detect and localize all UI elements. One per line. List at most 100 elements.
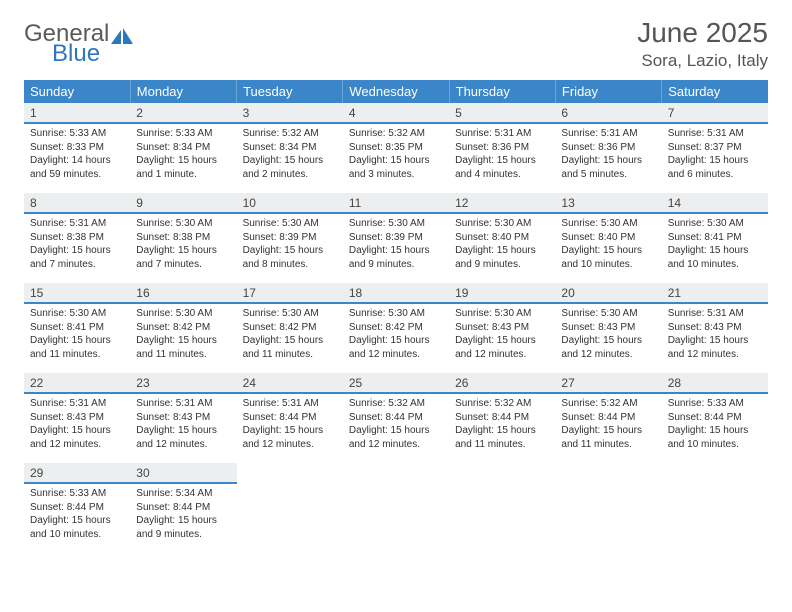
daylight-line: Daylight: 15 hours and 6 minutes. bbox=[668, 154, 762, 181]
sunrise-line: Sunrise: 5:33 AM bbox=[30, 487, 124, 501]
sunset-line: Sunset: 8:44 PM bbox=[30, 501, 124, 515]
sunset-line: Sunset: 8:38 PM bbox=[30, 231, 124, 245]
daylight-line: Daylight: 15 hours and 9 minutes. bbox=[455, 244, 549, 271]
sunset-line: Sunset: 8:44 PM bbox=[455, 411, 549, 425]
sunset-line: Sunset: 8:40 PM bbox=[455, 231, 549, 245]
day-number-cell: 26 bbox=[449, 373, 555, 393]
week-separator bbox=[24, 455, 768, 463]
day-body-cell: Sunrise: 5:31 AMSunset: 8:36 PMDaylight:… bbox=[449, 123, 555, 185]
sunset-line: Sunset: 8:33 PM bbox=[30, 141, 124, 155]
day-body-cell: Sunrise: 5:30 AMSunset: 8:41 PMDaylight:… bbox=[24, 303, 130, 365]
logo: General Blue bbox=[24, 18, 133, 66]
day-body-cell: Sunrise: 5:30 AMSunset: 8:39 PMDaylight:… bbox=[343, 213, 449, 275]
day-number-row: 1234567 bbox=[24, 103, 768, 123]
sunset-line: Sunset: 8:34 PM bbox=[243, 141, 337, 155]
daylight-line: Daylight: 15 hours and 12 minutes. bbox=[136, 424, 230, 451]
sunrise-line: Sunrise: 5:32 AM bbox=[243, 127, 337, 141]
sunrise-line: Sunrise: 5:32 AM bbox=[349, 397, 443, 411]
day-body-cell: Sunrise: 5:33 AMSunset: 8:44 PMDaylight:… bbox=[24, 483, 130, 545]
day-body-cell: Sunrise: 5:30 AMSunset: 8:43 PMDaylight:… bbox=[555, 303, 661, 365]
day-body-cell: Sunrise: 5:33 AMSunset: 8:33 PMDaylight:… bbox=[24, 123, 130, 185]
day-body-cell bbox=[237, 483, 343, 545]
sunrise-line: Sunrise: 5:31 AM bbox=[668, 127, 762, 141]
day-number-cell: 3 bbox=[237, 103, 343, 123]
day-header: Friday bbox=[555, 80, 661, 103]
sunrise-line: Sunrise: 5:33 AM bbox=[668, 397, 762, 411]
sunrise-line: Sunrise: 5:30 AM bbox=[243, 307, 337, 321]
sunset-line: Sunset: 8:42 PM bbox=[136, 321, 230, 335]
sunset-line: Sunset: 8:36 PM bbox=[455, 141, 549, 155]
daylight-line: Daylight: 15 hours and 8 minutes. bbox=[243, 244, 337, 271]
week-separator bbox=[24, 365, 768, 373]
sunrise-line: Sunrise: 5:31 AM bbox=[136, 397, 230, 411]
day-number-row: 22232425262728 bbox=[24, 373, 768, 393]
sunset-line: Sunset: 8:37 PM bbox=[668, 141, 762, 155]
daylight-line: Daylight: 15 hours and 11 minutes. bbox=[561, 424, 655, 451]
sail-icon bbox=[111, 28, 133, 44]
sunrise-line: Sunrise: 5:31 AM bbox=[30, 397, 124, 411]
sunrise-line: Sunrise: 5:30 AM bbox=[455, 217, 549, 231]
daylight-line: Daylight: 15 hours and 7 minutes. bbox=[30, 244, 124, 271]
sunset-line: Sunset: 8:44 PM bbox=[243, 411, 337, 425]
day-body-cell: Sunrise: 5:30 AMSunset: 8:41 PMDaylight:… bbox=[662, 213, 768, 275]
day-body-cell: Sunrise: 5:30 AMSunset: 8:42 PMDaylight:… bbox=[343, 303, 449, 365]
day-header: Wednesday bbox=[343, 80, 449, 103]
day-number-cell: 20 bbox=[555, 283, 661, 303]
sunrise-line: Sunrise: 5:31 AM bbox=[561, 127, 655, 141]
sunset-line: Sunset: 8:34 PM bbox=[136, 141, 230, 155]
sunrise-line: Sunrise: 5:34 AM bbox=[136, 487, 230, 501]
day-number-cell: 18 bbox=[343, 283, 449, 303]
day-number-cell bbox=[237, 463, 343, 483]
sunset-line: Sunset: 8:43 PM bbox=[455, 321, 549, 335]
location-label: Sora, Lazio, Italy bbox=[637, 51, 768, 71]
sunrise-line: Sunrise: 5:30 AM bbox=[668, 217, 762, 231]
day-number-cell: 15 bbox=[24, 283, 130, 303]
day-body-cell: Sunrise: 5:31 AMSunset: 8:36 PMDaylight:… bbox=[555, 123, 661, 185]
sunrise-line: Sunrise: 5:31 AM bbox=[668, 307, 762, 321]
day-number-cell: 19 bbox=[449, 283, 555, 303]
sunset-line: Sunset: 8:42 PM bbox=[349, 321, 443, 335]
month-title: June 2025 bbox=[637, 18, 768, 49]
day-header: Saturday bbox=[662, 80, 768, 103]
day-body-row: Sunrise: 5:33 AMSunset: 8:33 PM Daylight:… bbox=[24, 123, 768, 185]
day-number-row: 2930 bbox=[24, 463, 768, 483]
day-body-cell: Sunrise: 5:31 AMSunset: 8:43 PMDaylight:… bbox=[24, 393, 130, 455]
daylight-line: Daylight: 15 hours and 11 minutes. bbox=[136, 334, 230, 361]
day-body-cell: Sunrise: 5:30 AMSunset: 8:42 PMDaylight:… bbox=[237, 303, 343, 365]
daylight-line: Daylight: 15 hours and 9 minutes. bbox=[136, 514, 230, 541]
day-body-cell: Sunrise: 5:30 AMSunset: 8:40 PMDaylight:… bbox=[555, 213, 661, 275]
daylight-line: Daylight: 15 hours and 10 minutes. bbox=[668, 424, 762, 451]
day-body-cell: Sunrise: 5:32 AMSunset: 8:44 PMDaylight:… bbox=[555, 393, 661, 455]
day-body-cell: Sunrise: 5:31 AMSunset: 8:37 PMDaylight:… bbox=[662, 123, 768, 185]
day-body-row: Sunrise: 5:31 AMSunset: 8:43 PMDaylight:… bbox=[24, 393, 768, 455]
sunset-line: Sunset: 8:44 PM bbox=[349, 411, 443, 425]
day-body-cell: Sunrise: 5:31 AMSunset: 8:43 PMDaylight:… bbox=[662, 303, 768, 365]
header: General Blue June 2025 Sora, Lazio, Ital… bbox=[24, 18, 768, 80]
sunset-line: Sunset: 8:40 PM bbox=[561, 231, 655, 245]
day-number-cell bbox=[662, 463, 768, 483]
day-number-cell: 22 bbox=[24, 373, 130, 393]
sunrise-line: Sunrise: 5:33 AM bbox=[30, 127, 124, 141]
day-body-cell: Sunrise: 5:32 AMSunset: 8:35 PMDaylight:… bbox=[343, 123, 449, 185]
day-number-cell: 4 bbox=[343, 103, 449, 123]
sunrise-line: Sunrise: 5:30 AM bbox=[136, 217, 230, 231]
daylight-line: Daylight: 15 hours and 7 minutes. bbox=[136, 244, 230, 271]
day-number-cell: 10 bbox=[237, 193, 343, 213]
daylight-line: Daylight: 15 hours and 9 minutes. bbox=[349, 244, 443, 271]
calendar-body: 1234567Sunrise: 5:33 AMSunset: 8:33 PMDa… bbox=[24, 103, 768, 545]
sunset-line: Sunset: 8:42 PM bbox=[243, 321, 337, 335]
daylight-line: Daylight: 15 hours and 12 minutes. bbox=[349, 424, 443, 451]
daylight-line: Daylight: 15 hours and 12 minutes. bbox=[349, 334, 443, 361]
day-body-cell: Sunrise: 5:30 AMSunset: 8:39 PMDaylight:… bbox=[237, 213, 343, 275]
day-body-cell: Sunrise: 5:32 AMSunset: 8:34 PMDaylight:… bbox=[237, 123, 343, 185]
sunset-line: Sunset: 8:41 PM bbox=[668, 231, 762, 245]
day-number-cell bbox=[555, 463, 661, 483]
sunset-line: Sunset: 8:41 PM bbox=[30, 321, 124, 335]
day-number-cell: 16 bbox=[130, 283, 236, 303]
daylight-line: Daylight: 15 hours and 1 minute. bbox=[136, 154, 230, 181]
day-header: Monday bbox=[130, 80, 236, 103]
calendar-table: SundayMondayTuesdayWednesdayThursdayFrid… bbox=[24, 80, 768, 545]
daylight-line: Daylight: 15 hours and 11 minutes. bbox=[30, 334, 124, 361]
day-number-cell: 28 bbox=[662, 373, 768, 393]
day-body-cell bbox=[449, 483, 555, 545]
